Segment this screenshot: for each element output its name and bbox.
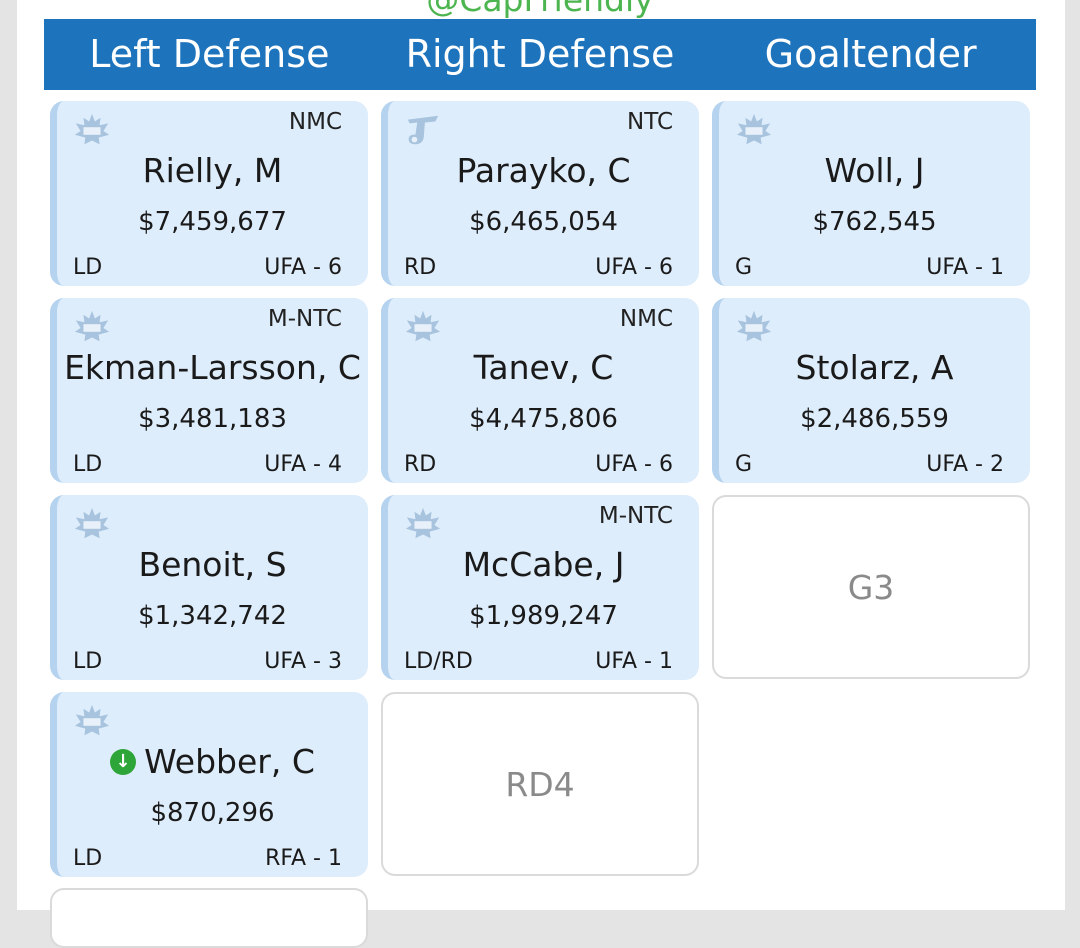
empty-slot-label: RD4 — [505, 764, 575, 804]
contract-status: UFA - 1 — [926, 255, 1004, 280]
contract-clause: M-NTC — [267, 306, 342, 332]
player-position: LD/RD — [404, 649, 473, 674]
player-salary: $4,475,806 — [469, 404, 618, 434]
header-goaltender: Goaltender — [764, 32, 977, 76]
player-name[interactable]: McCabe, J — [462, 545, 625, 584]
player-name[interactable]: Benoit, S — [138, 545, 287, 584]
player-salary: $1,342,742 — [138, 601, 287, 631]
maple-leafs-logo-icon — [74, 704, 110, 736]
down-arrow-icon: ↓ — [110, 749, 137, 775]
player-position: RD — [404, 255, 437, 280]
player-name[interactable]: Ekman-Larsson, C — [64, 348, 361, 387]
player-position: LD — [73, 649, 103, 674]
player-card-tanev[interactable]: NMC Tanev, C $4,475,806 RD UFA - 6 — [381, 298, 699, 483]
player-position: LD — [73, 846, 103, 871]
player-name[interactable]: Stolarz, A — [795, 348, 954, 387]
empty-slot-label: G3 — [847, 567, 895, 607]
contract-clause: NTC — [627, 109, 673, 135]
empty-slot-rd4[interactable]: RD4 — [381, 692, 699, 876]
empty-slot-g3[interactable]: G3 — [712, 495, 1030, 679]
player-card-woll[interactable]: Woll, J $762,545 G UFA - 1 — [712, 101, 1030, 286]
player-position: RD — [404, 452, 437, 477]
player-position: LD — [73, 452, 103, 477]
contract-status: UFA - 1 — [595, 649, 673, 674]
contract-status: RFA - 1 — [265, 846, 342, 871]
player-salary: $1,989,247 — [469, 601, 618, 631]
player-name[interactable]: Webber, C — [144, 742, 315, 781]
contract-clause: M-NTC — [598, 503, 673, 529]
header-right-defense: Right Defense — [405, 32, 675, 76]
player-salary: $2,486,559 — [800, 404, 949, 434]
contract-clause: NMC — [619, 306, 673, 332]
maple-leafs-logo-icon — [736, 113, 772, 145]
player-salary: $7,459,677 — [138, 207, 287, 237]
player-card-rielly[interactable]: NMC Rielly, M $7,459,677 LD UFA - 6 — [50, 101, 368, 286]
contract-status: UFA - 6 — [595, 255, 673, 280]
player-card-stolarz[interactable]: Stolarz, A $2,486,559 G UFA - 2 — [712, 298, 1030, 483]
maple-leafs-logo-icon — [74, 310, 110, 342]
player-position: G — [735, 452, 753, 477]
maple-leafs-logo-icon — [74, 113, 110, 145]
contract-status: UFA - 3 — [264, 649, 342, 674]
player-card-parayko[interactable]: NTC Parayko, C $6,465,054 RD UFA - 6 — [381, 101, 699, 286]
player-salary: $6,465,054 — [469, 207, 618, 237]
player-card-webber[interactable]: ↓ Webber, C $870,296 LD RFA - 1 — [50, 692, 368, 877]
contract-status: UFA - 4 — [264, 452, 342, 477]
player-position: LD — [73, 255, 103, 280]
maple-leafs-logo-icon — [74, 507, 110, 539]
player-name-row: ↓ Webber, C — [57, 742, 368, 781]
player-name[interactable]: Tanev, C — [473, 348, 614, 387]
player-card-ekman-larsson[interactable]: M-NTC Ekman-Larsson, C $3,481,183 LD UFA… — [50, 298, 368, 483]
player-name[interactable]: Rielly, M — [142, 151, 283, 190]
contract-status: UFA - 6 — [595, 452, 673, 477]
player-card-mccabe[interactable]: M-NTC McCabe, J $1,989,247 LD/RD UFA - 1 — [381, 495, 699, 680]
maple-leafs-logo-icon — [736, 310, 772, 342]
contract-status: UFA - 6 — [264, 255, 342, 280]
contract-clause: NMC — [288, 109, 342, 135]
watermark: @CapFriendly — [0, 0, 1080, 22]
column-header: Left Defense Right Defense Goaltender — [44, 19, 1036, 90]
player-salary: $3,481,183 — [138, 404, 287, 434]
maple-leafs-logo-icon — [405, 310, 441, 342]
player-name[interactable]: Woll, J — [824, 151, 925, 190]
player-position: G — [735, 255, 753, 280]
header-left-defense: Left Defense — [89, 32, 330, 76]
maple-leafs-logo-icon — [405, 507, 441, 539]
contract-status: UFA - 2 — [926, 452, 1004, 477]
player-salary: $762,545 — [812, 207, 937, 237]
empty-slot-partial[interactable] — [50, 888, 368, 948]
player-card-benoit[interactable]: Benoit, S $1,342,742 LD UFA - 3 — [50, 495, 368, 680]
blues-logo-icon — [407, 115, 439, 145]
player-salary: $870,296 — [150, 798, 275, 828]
player-name[interactable]: Parayko, C — [456, 151, 631, 190]
